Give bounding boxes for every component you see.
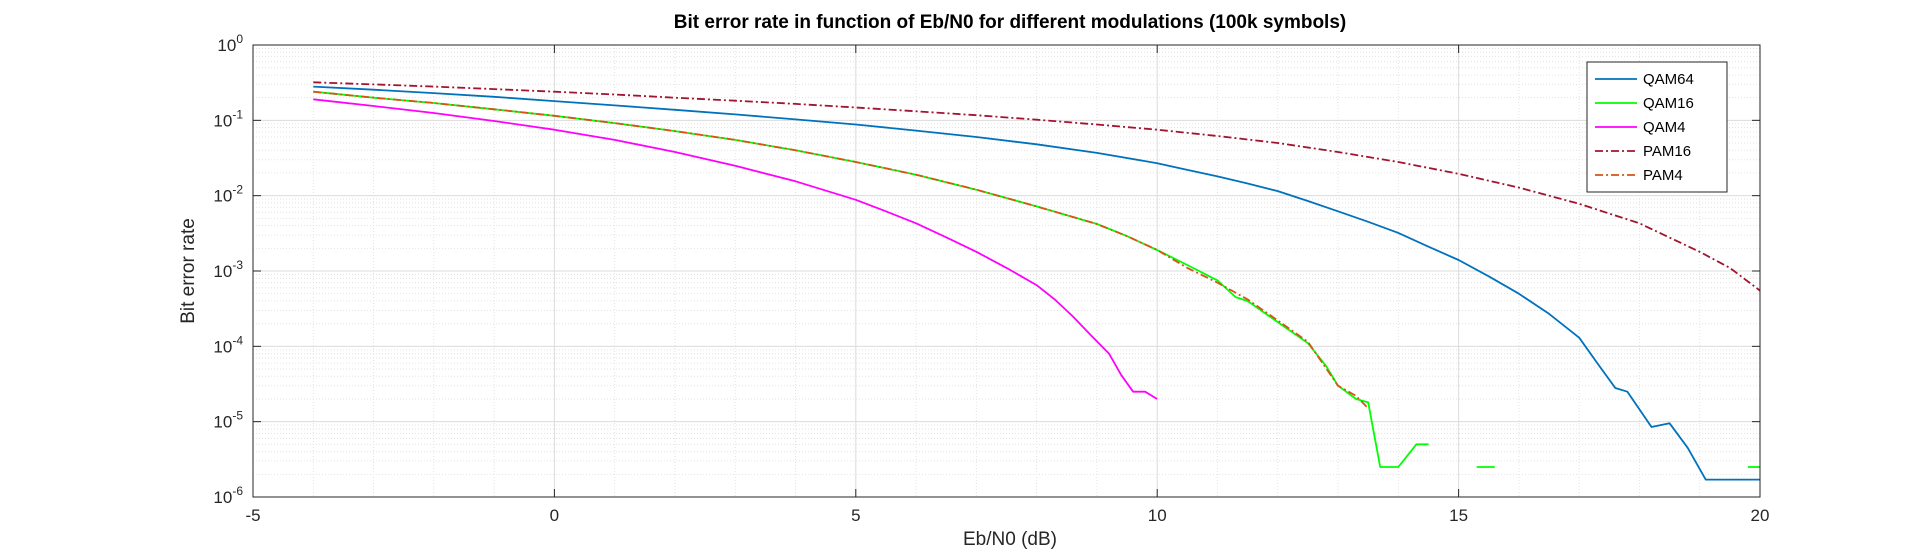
x-tick-label: 0 (550, 506, 559, 525)
y-tick-label: 10-6 (213, 484, 243, 507)
x-tick-labels: -5 0 5 10 15 20 (245, 506, 1769, 525)
legend-label-pam4: PAM4 (1643, 167, 1683, 184)
legend-label-qam64: QAM64 (1643, 71, 1694, 88)
y-tick-label: 100 (217, 32, 243, 55)
axes (252, 44, 1761, 498)
series-layer (313, 81, 1761, 481)
series-line-pam4 (313, 90, 1369, 410)
y-tick-label: 10-1 (213, 107, 243, 130)
legend-label-qam4: QAM4 (1643, 119, 1686, 136)
y-tick-label: 10-5 (213, 409, 243, 432)
legend: QAM64 QAM16 QAM4 PAM16 PAM4 (1586, 61, 1728, 193)
series-line-qam64 (313, 85, 1760, 481)
x-axis-label: Eb/N0 (dB) (963, 529, 1057, 550)
chart-title: Bit error rate in function of Eb/N0 for … (674, 12, 1346, 33)
x-tick-label: 5 (851, 506, 860, 525)
legend-label-pam16: PAM16 (1643, 143, 1691, 160)
x-tick-label: 10 (1148, 506, 1167, 525)
x-tick-label: 15 (1449, 506, 1468, 525)
x-tick-label: -5 (245, 506, 260, 525)
y-axis-label: Bit error rate (178, 218, 199, 324)
y-tick-labels: 10-6 10-5 10-4 10-3 10-2 10-1 100 (213, 32, 243, 507)
legend-label-qam16: QAM16 (1643, 95, 1694, 112)
series-line-pam16 (313, 81, 1761, 292)
series-line-qam4 (313, 98, 1158, 400)
y-tick-label: 10-4 (213, 333, 243, 356)
y-tick-label: 10-3 (213, 258, 243, 281)
x-tick-label: 20 (1751, 506, 1770, 525)
y-tick-label: 10-2 (213, 183, 243, 206)
